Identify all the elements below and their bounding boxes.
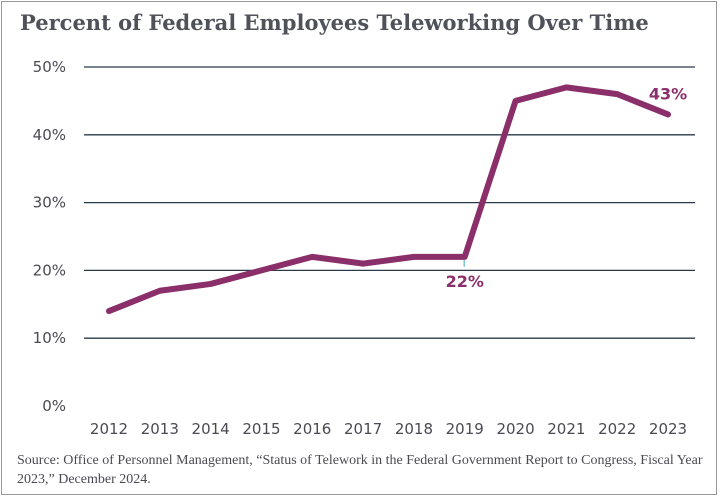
x-tick-label: 2023	[649, 420, 687, 438]
x-axis-ticks: 2012 2013 2014 2015 2016 2017 2018 2019 2020 2021…	[90, 420, 687, 438]
y-axis-ticks: 0% 10% 20% 30% 40% 50%	[33, 58, 66, 415]
y-tick-label: 10%	[33, 329, 66, 347]
x-tick-label: 2012	[90, 420, 128, 438]
x-tick-label: 2019	[446, 420, 484, 438]
x-tick-label: 2014	[192, 420, 230, 438]
y-tick-label: 30%	[33, 194, 66, 212]
x-tick-label: 2018	[395, 420, 433, 438]
data-label: 43%	[649, 84, 687, 103]
y-tick-label: 40%	[33, 126, 66, 144]
x-tick-label: 2021	[547, 420, 585, 438]
series-lines	[106, 84, 671, 315]
y-tick-label: 50%	[33, 58, 66, 76]
source-note: Source: Office of Personnel Management, …	[17, 453, 703, 487]
series-line	[106, 84, 671, 315]
data-label: 22%	[446, 272, 484, 291]
data-labels: 22% 43%	[446, 84, 688, 290]
gridlines	[84, 66, 695, 339]
chart-title: Percent of Federal Employees Teleworking…	[20, 10, 649, 35]
x-tick-label: 2020	[496, 420, 534, 438]
x-tick-label: 2022	[598, 420, 636, 438]
y-tick-label: 20%	[33, 261, 66, 279]
y-tick-label: 0%	[42, 397, 66, 415]
x-tick-label: 2015	[242, 420, 280, 438]
x-tick-label: 2013	[141, 420, 179, 438]
x-tick-label: 2016	[293, 420, 331, 438]
x-tick-label: 2017	[344, 420, 382, 438]
